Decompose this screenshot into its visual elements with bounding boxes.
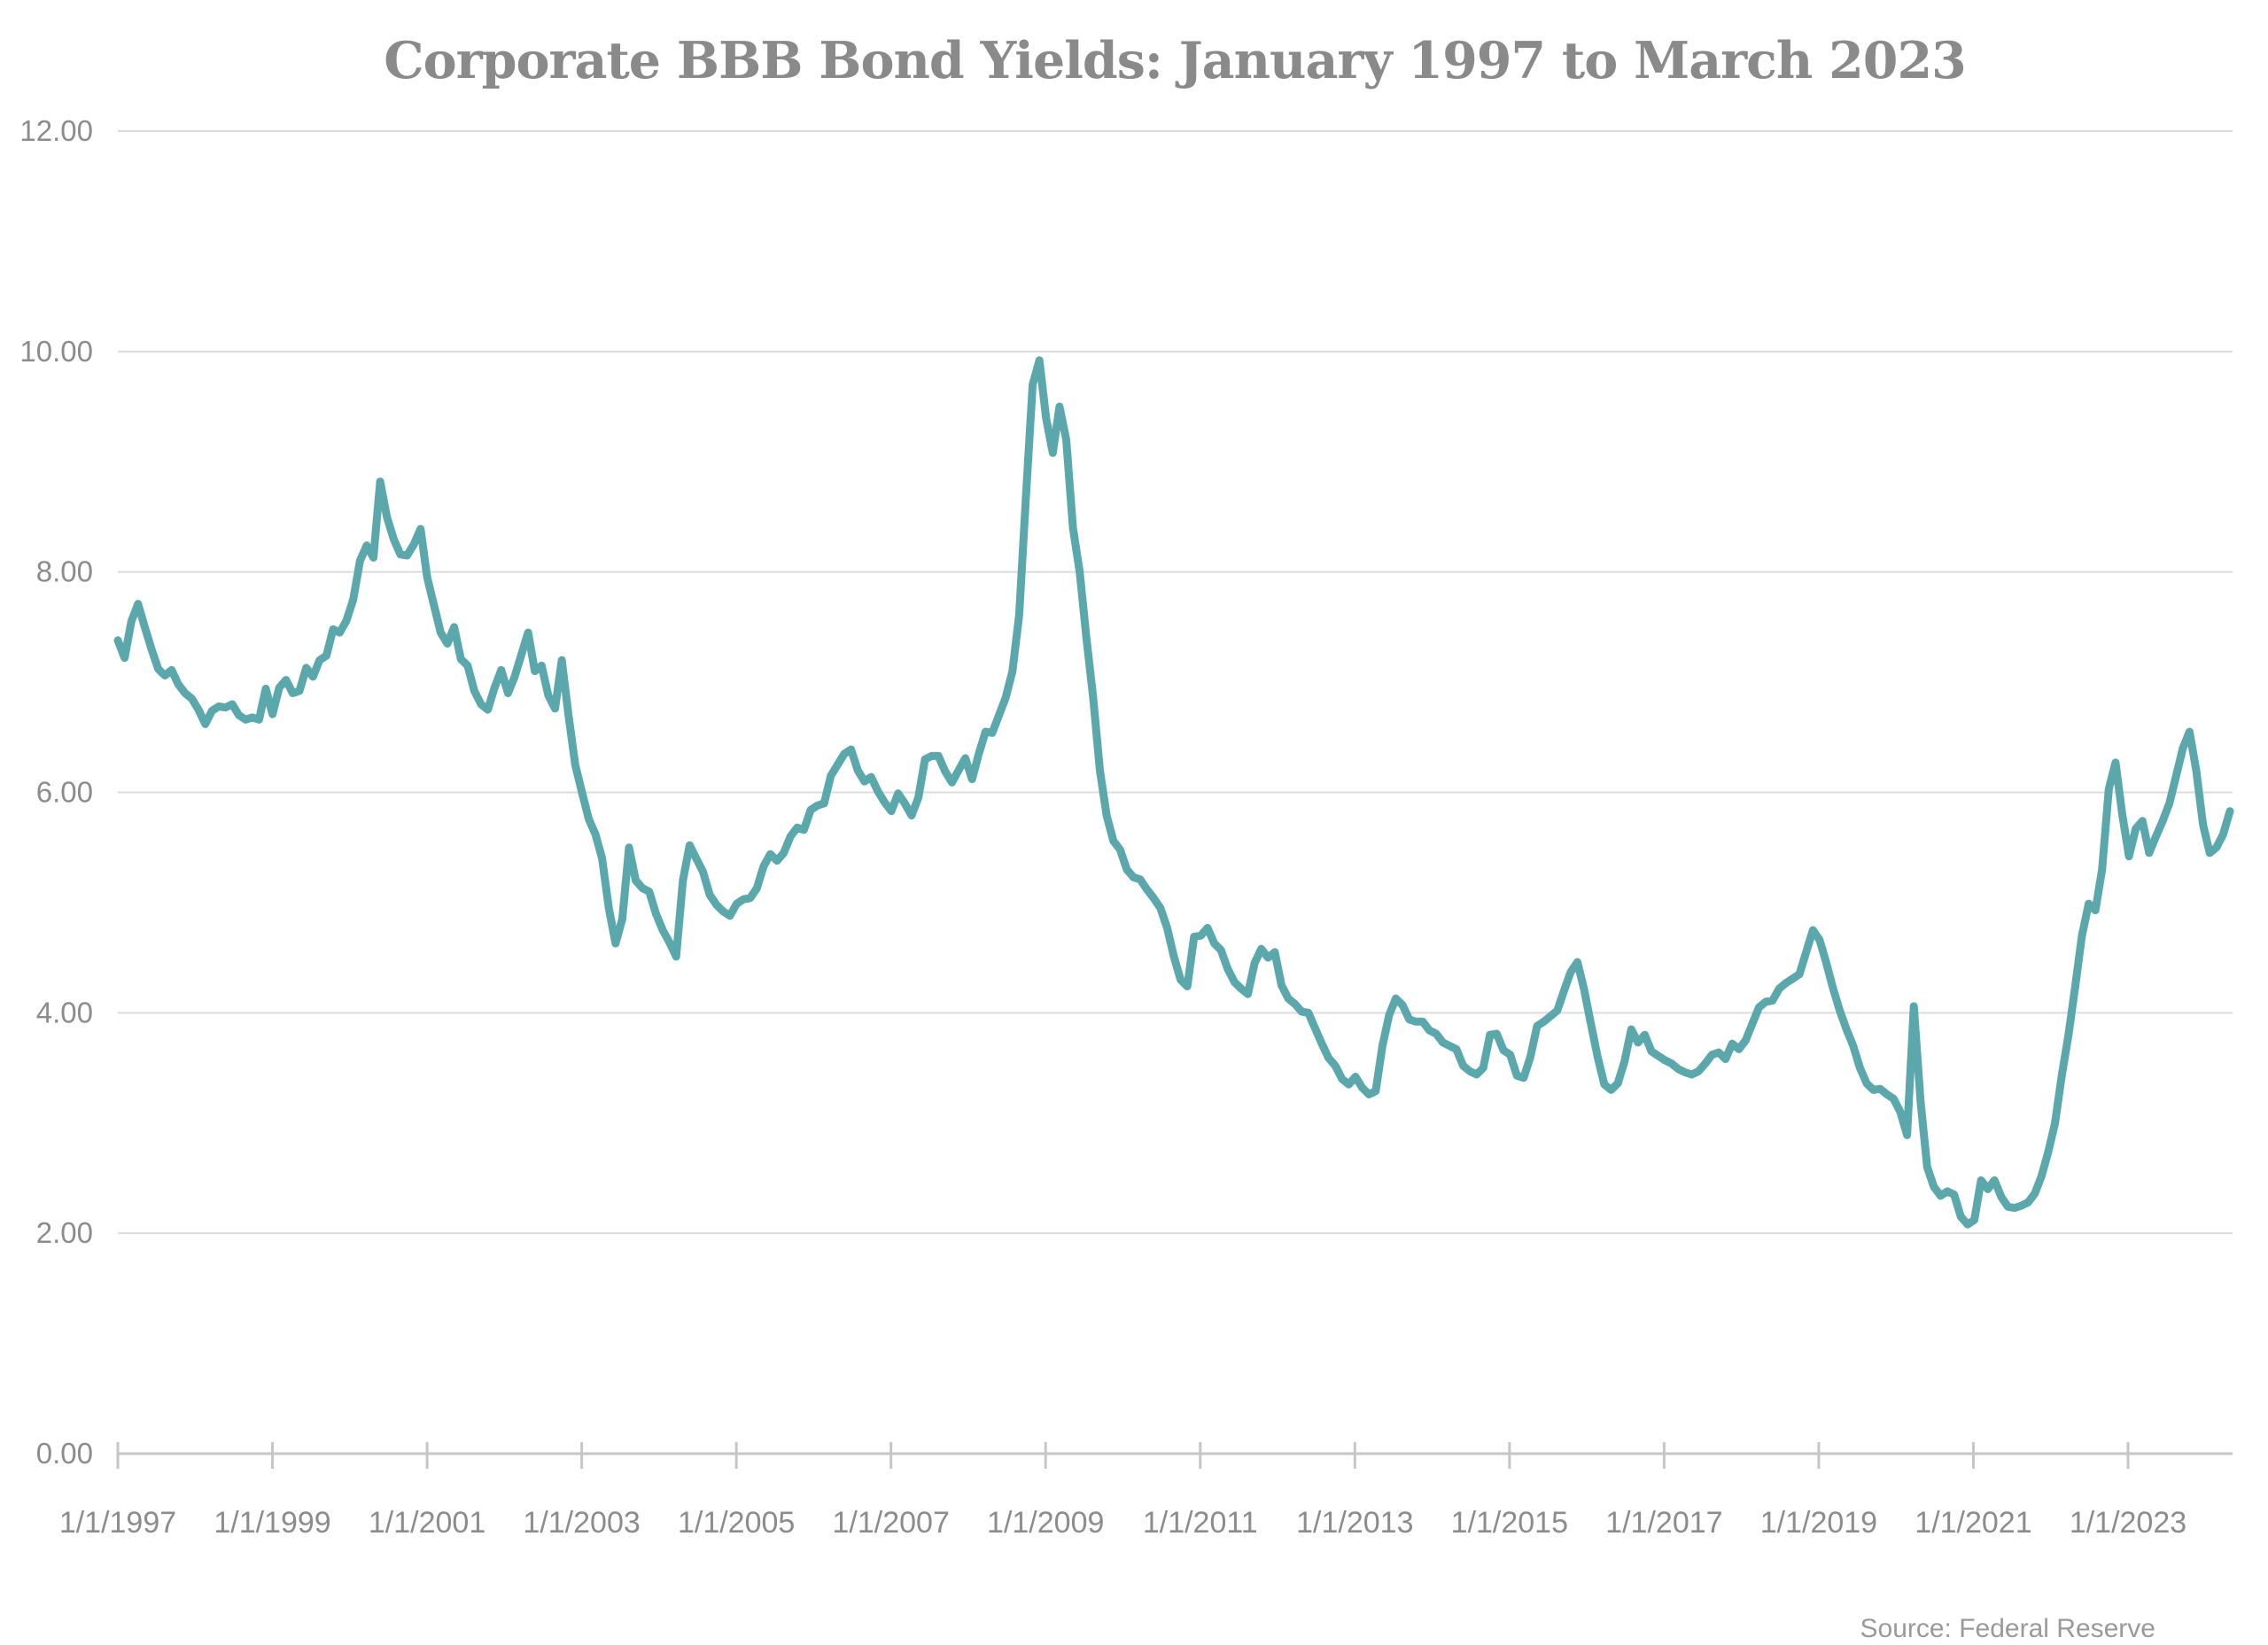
x-axis [116,1442,2130,1469]
x-tick-label: 1/1/2011 [1143,1506,1258,1540]
x-tick-label: 1/1/2013 [1296,1506,1413,1540]
x-axis-labels: 1/1/1997 1/1/1999 1/1/2001 1/1/2003 1/1/2005… [59,1506,2186,1540]
x-tick-label: 1/1/2007 [833,1506,950,1540]
y-tick-label: 8.00 [36,555,93,588]
gridlines [118,130,2233,1455]
x-tick-label: 1/1/1999 [214,1506,330,1540]
y-axis-labels: 0.00 2.00 4.00 6.00 8.00 10.00 12.00 [19,114,93,1470]
y-tick-label: 10.00 [19,335,93,368]
x-tick-label: 1/1/1997 [59,1506,176,1540]
x-tick-label: 1/1/2015 [1451,1506,1568,1540]
y-tick-label: 0.00 [36,1437,93,1470]
y-tick-label: 2.00 [36,1216,93,1249]
yield-line-series [113,356,2234,1229]
x-tick-label: 1/1/2003 [523,1506,640,1540]
x-tick-label: 1/1/2017 [1605,1506,1722,1540]
x-tick-label: 1/1/2009 [987,1506,1104,1540]
x-tick-label: 1/1/2019 [1760,1506,1877,1540]
x-tick-label: 1/1/2005 [678,1506,795,1540]
source-note: Source: Federal Reserve [1860,1614,2156,1643]
y-tick-label: 4.00 [36,996,93,1028]
x-tick-label: 1/1/2021 [1915,1506,2031,1540]
chart-title: Corporate BBB Bond Yields: January 1997 … [384,31,1966,90]
x-tick-label: 1/1/2001 [369,1506,485,1540]
y-tick-label: 6.00 [36,776,93,809]
y-tick-label: 12.00 [19,114,93,147]
x-tick-label: 1/1/2023 [2070,1506,2186,1540]
